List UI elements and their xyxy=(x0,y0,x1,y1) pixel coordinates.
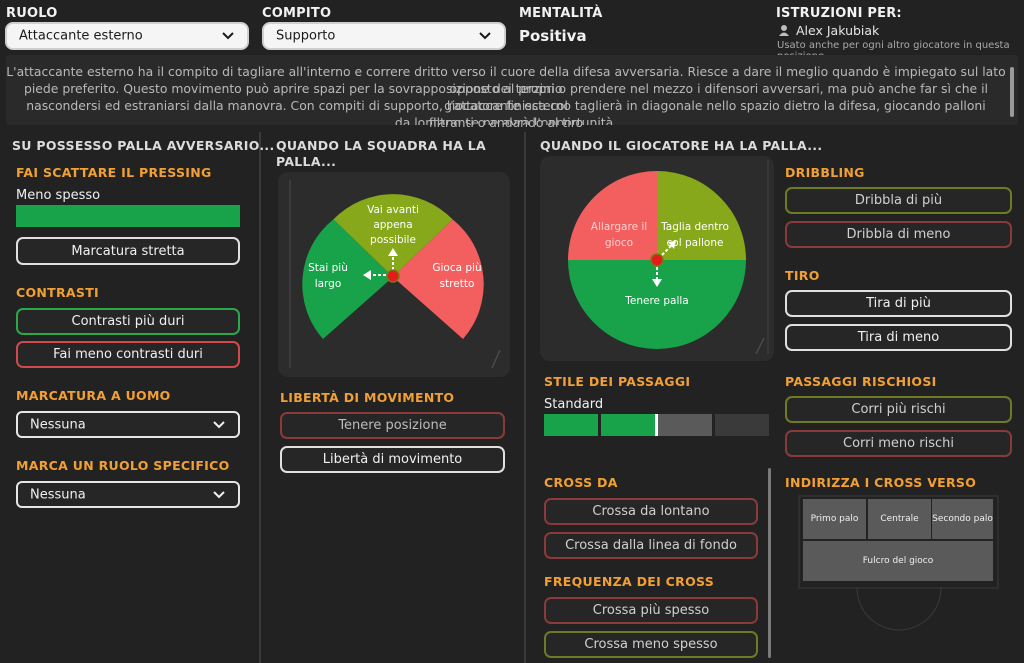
marcatura-stretta-button[interactable]: Marcatura stretta xyxy=(16,237,240,265)
compito-dropdown[interactable]: Supporto xyxy=(262,22,506,50)
cross-piu-button[interactable]: Crossa più spesso xyxy=(544,597,758,624)
team-ball-wheel[interactable]: Vai avanti appena possibile Stai più lar… xyxy=(278,172,510,377)
indirizza-title: INDIRIZZA I CROSS VERSO xyxy=(785,475,977,490)
tira-piu-button[interactable]: Tira di più xyxy=(785,290,1012,317)
pie-right-label: Taglia dentro xyxy=(660,221,729,233)
marca-ruolo-value: Nessuna xyxy=(30,487,86,502)
cross-target-pitch: Primo palo Centrale Secondo palo Fulcro … xyxy=(785,494,1012,654)
pie-left-label: Allargare il xyxy=(591,221,647,233)
marcatura-uomo-value: Nessuna xyxy=(30,417,86,432)
description-scrollbar[interactable] xyxy=(1010,67,1014,117)
team-ball-panel: Vai avanti appena possibile Stai più lar… xyxy=(278,172,510,377)
pie-right-label: col pallone xyxy=(667,237,724,249)
contrasti-title: CONTRASTI xyxy=(16,285,99,300)
col1-title: SU POSSESSO PALLA AVVERSARIO... xyxy=(12,138,275,153)
role-description-line: nascondersi ed estraniarsi dalla manovra… xyxy=(26,98,986,130)
marca-ruolo-dropdown[interactable]: Nessuna xyxy=(16,481,240,508)
compito-value: Supporto xyxy=(276,28,336,44)
freq-title: FREQUENZA DEI CROSS xyxy=(544,574,715,589)
passaggi-slider-segment[interactable] xyxy=(544,414,598,436)
player-icon xyxy=(779,25,789,36)
pie-sector-left[interactable] xyxy=(568,171,657,260)
wheel-top-label: appena xyxy=(373,219,412,231)
col2-title-line1: QUANDO LA SQUADRA HA LA xyxy=(276,138,486,153)
wheel-top-label: possibile xyxy=(370,234,416,246)
player-ball-panel: Allargare il gioco Taglia dentro col pal… xyxy=(540,156,774,361)
rischi-piu-button[interactable]: Corri più rischi xyxy=(785,396,1012,423)
cross-target-secondo-palo[interactable]: Secondo palo xyxy=(932,499,993,539)
tiro-title: TIRO xyxy=(785,268,820,283)
istruzioni-label: ISTRUZIONI PER: xyxy=(776,6,902,21)
wheel-left-label: Stai più xyxy=(308,262,348,274)
wheel-sector-right[interactable] xyxy=(393,219,484,339)
pie-bottom-label: Tenere palla xyxy=(624,295,688,307)
cross-meno-button[interactable]: Crossa meno spesso xyxy=(544,631,758,658)
passaggi-slider-segment[interactable] xyxy=(658,414,712,436)
dribbling-title: DRIBBLING xyxy=(785,165,865,180)
column-divider xyxy=(259,132,261,663)
cross-fondo-button[interactable]: Crossa dalla linea di fondo xyxy=(544,532,758,559)
role-description-line: da lontano se ne avrà l'opportunità. xyxy=(394,115,618,125)
ruolo-label: RUOLO xyxy=(6,6,58,21)
col3-title: QUANDO IL GIOCATORE HA LA PALLA... xyxy=(540,138,823,153)
contrasti-duri-button[interactable]: Contrasti più duri xyxy=(16,308,240,335)
ruolo-dropdown[interactable]: Attaccante esterno xyxy=(5,22,249,50)
cross-target-primo-palo[interactable]: Primo palo xyxy=(803,499,866,539)
cross-lontano-button[interactable]: Crossa da lontano xyxy=(544,498,758,525)
pressing-value: Meno spesso xyxy=(16,188,101,203)
tira-meno-button[interactable]: Tira di meno xyxy=(785,324,1012,351)
cross-da-title: CROSS DA xyxy=(544,475,618,490)
player-position-marker[interactable] xyxy=(386,269,400,283)
column-divider xyxy=(524,132,526,663)
chevron-down-icon xyxy=(213,420,225,428)
passaggi-slider-knob[interactable] xyxy=(655,414,658,436)
wheel-top-label: Vai avanti xyxy=(367,204,419,216)
pie-sector-right[interactable] xyxy=(657,171,746,260)
passaggi-value: Standard xyxy=(544,397,604,412)
ruolo-value: Attaccante esterno xyxy=(19,28,143,44)
chevron-down-icon xyxy=(213,490,225,498)
mentalita-label: MENTALITÀ xyxy=(519,6,603,21)
passaggi-slider-segment[interactable] xyxy=(715,414,769,436)
wheel-sector-top[interactable] xyxy=(333,194,453,277)
penalty-area-lines xyxy=(798,495,999,631)
passaggi-slider-segment[interactable] xyxy=(601,414,655,436)
col2-title-line2: PALLA... xyxy=(276,154,337,169)
pie-sector-bottom[interactable] xyxy=(568,260,746,349)
wheel-left-label: largo xyxy=(315,278,342,290)
contrasti-meno-button[interactable]: Fai meno contrasti duri xyxy=(16,341,240,368)
tenere-posizione-button[interactable]: Tenere posizione xyxy=(280,412,505,439)
liberta-title: LIBERTÀ DI MOVIMENTO xyxy=(280,390,455,405)
role-description-line: piede preferito. Questo movimento può ap… xyxy=(24,81,988,113)
marcatura-uomo-title: MARCATURA A UOMO xyxy=(16,388,171,403)
chevron-down-icon xyxy=(479,32,491,40)
marca-ruolo-title: MARCA UN RUOLO SPECIFICO xyxy=(16,458,230,473)
mentalita-value: Positiva xyxy=(519,27,587,45)
liberta-movimento-button[interactable]: Libertà di movimento xyxy=(280,446,505,473)
marcatura-uomo-dropdown[interactable]: Nessuna xyxy=(16,411,240,438)
compito-label: COMPITO xyxy=(262,6,332,21)
wheel-right-label: stretto xyxy=(440,278,475,290)
wheel-right-label: Gioca più xyxy=(432,262,481,274)
cross-target-centrale[interactable]: Centrale xyxy=(868,499,931,539)
rischi-meno-button[interactable]: Corri meno rischi xyxy=(785,430,1012,457)
dribbla-piu-button[interactable]: Dribbla di più xyxy=(785,187,1012,214)
cross-target-fulcro[interactable]: Fulcro del gioco xyxy=(803,541,993,581)
passaggi-slider[interactable] xyxy=(544,414,769,436)
role-description-box: L'attaccante esterno ha il compito di ta… xyxy=(6,55,1018,130)
role-description-line: L'attaccante esterno ha il compito di ta… xyxy=(6,64,1006,96)
wheel-sector-left[interactable] xyxy=(302,219,393,339)
rischi-title: PASSAGGI RISCHIOSI xyxy=(785,374,937,389)
player-name[interactable]: Alex Jakubiak xyxy=(796,23,880,38)
chevron-down-icon xyxy=(222,32,234,40)
player-ball-wheel[interactable]: Allargare il gioco Taglia dentro col pal… xyxy=(540,156,774,361)
pressing-title: FAI SCATTARE IL PRESSING xyxy=(16,165,212,180)
pressing-slider-fill xyxy=(16,205,240,227)
pressing-slider[interactable] xyxy=(16,205,240,227)
dribbla-meno-button[interactable]: Dribbla di meno xyxy=(785,221,1012,248)
passaggi-title: STILE DEI PASSAGGI xyxy=(544,374,691,389)
pie-left-label: gioco xyxy=(605,237,633,249)
player-position-marker[interactable] xyxy=(650,253,664,267)
col3-scrollbar[interactable] xyxy=(768,468,771,658)
